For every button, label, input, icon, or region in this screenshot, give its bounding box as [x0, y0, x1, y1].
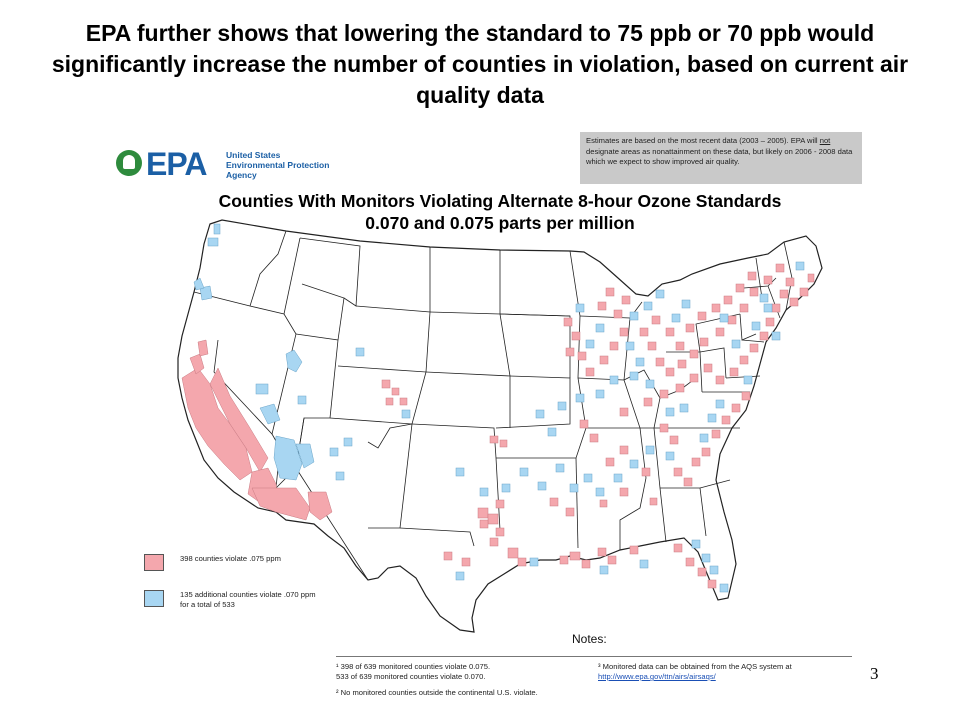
legend-swatch-pink [144, 554, 164, 571]
map-title-line-2: 0.070 and 0.075 parts per million [365, 213, 635, 233]
note-2: ² No monitored counties outside the cont… [336, 688, 538, 697]
us-outline [177, 219, 823, 633]
notice-text-1: Estimates are based on the most recent d… [586, 136, 820, 145]
logo-wordmark: EPA [146, 146, 207, 182]
note-1-line-1: ¹ 398 of 639 monitored counties violate … [336, 662, 491, 671]
estimates-notice: Estimates are based on the most recent d… [580, 132, 862, 184]
ozone-map-figure: EPA United States Environmental Protecti… [100, 128, 864, 710]
epa-flower-icon [116, 150, 142, 176]
epa-logo: EPA United States Environmental Protecti… [116, 146, 329, 186]
us-county-map [177, 219, 823, 633]
map-legend: 398 counties violate .075 ppm 135 additi… [144, 554, 384, 626]
agency-name-line-1: United States [226, 150, 281, 160]
notice-emphasis: not [819, 136, 831, 145]
counties-075 [181, 263, 815, 589]
legend-label-070: 135 additional counties violate .070 ppm… [180, 590, 316, 609]
legend-label-075: 398 counties violate .075 ppm [180, 554, 281, 563]
agency-name-line-3: Agency [226, 170, 257, 180]
legend-item-075: 398 counties violate .075 ppm [144, 554, 384, 590]
notes-right: ³ Monitored data can be obtained from th… [598, 662, 858, 682]
note-1-line-2: 533 of 639 monitored counties violate 0.… [336, 672, 486, 681]
page-number: 3 [870, 664, 879, 683]
map-title: Counties With Monitors Violating Alterna… [100, 190, 900, 234]
notes-heading: Notes: [572, 632, 607, 646]
note-3-line-1: ³ Monitored data can be obtained from th… [598, 662, 792, 671]
legend-item-070: 135 additional counties violate .070 ppm… [144, 590, 384, 626]
slide-title: EPA further shows that lowering the stan… [51, 20, 909, 108]
counties-070 [193, 223, 805, 593]
agency-name-line-2: Environmental Protection [226, 160, 330, 170]
agency-name: United States Environmental Protection A… [226, 150, 329, 180]
notes-divider [336, 656, 852, 657]
aqs-link[interactable]: http://www.epa.gov/ttn/airs/airsaqs/ [598, 672, 716, 681]
notice-text-2: designate areas as nonattainment on thes… [586, 146, 853, 167]
map-title-line-1: Counties With Monitors Violating Alterna… [218, 191, 782, 211]
notes-left: ¹ 398 of 639 monitored counties violate … [336, 662, 586, 698]
legend-swatch-blue [144, 590, 164, 607]
